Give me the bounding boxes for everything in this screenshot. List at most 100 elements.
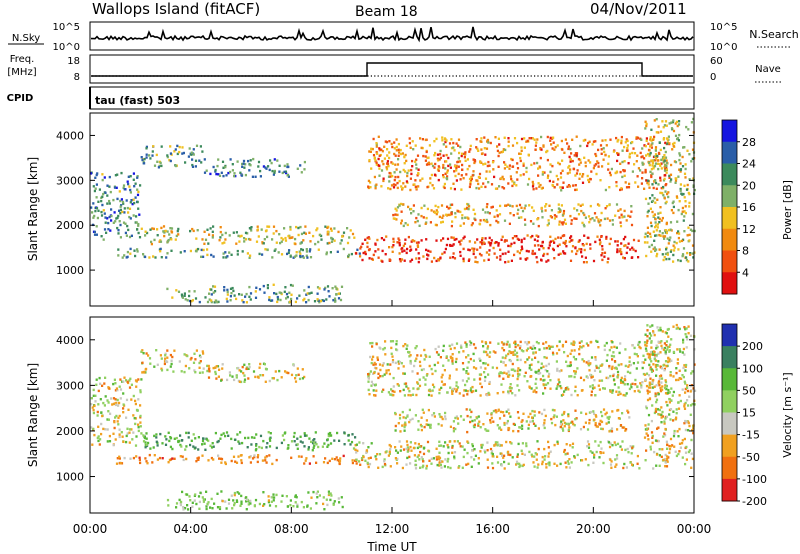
velocity-cell: [541, 460, 544, 463]
velocity-cell: [128, 379, 131, 382]
velocity-cell: [649, 357, 652, 361]
velocity-cell: [374, 394, 377, 397]
power-cell: [449, 206, 452, 209]
velocity-cell: [470, 341, 473, 345]
power-cell: [660, 167, 663, 170]
velocity-cell: [402, 416, 405, 419]
power-cell: [153, 164, 157, 167]
velocity-cell: [112, 402, 115, 406]
velocity-cell: [408, 408, 411, 412]
power-cell: [375, 183, 378, 186]
power-cell: [522, 162, 525, 165]
velocity-cell: [622, 393, 625, 397]
power-cell: [503, 240, 506, 243]
velocity-cell: [660, 340, 663, 343]
power-cell: [684, 167, 687, 171]
velocity-cell: [654, 407, 658, 411]
velocity-cell: [621, 426, 624, 429]
velocity-cell: [658, 464, 661, 467]
velocity-cell: [533, 465, 536, 468]
velocity-cell: [494, 441, 497, 444]
velocity-cell: [667, 456, 670, 459]
velocity-cell: [442, 383, 445, 386]
velocity-cell: [216, 440, 219, 444]
power-cell: [133, 201, 136, 205]
velocity-cell: [469, 357, 472, 361]
velocity-cell: [254, 375, 257, 379]
velocity-cell: [249, 499, 252, 503]
velocity-cell: [219, 457, 223, 460]
velocity-cell: [197, 458, 200, 461]
velocity-cell: [650, 431, 654, 434]
power-cell: [424, 138, 427, 142]
velocity-cell: [177, 440, 180, 443]
velocity-cell: [502, 343, 505, 346]
power-cell: [458, 160, 462, 163]
velocity-cell: [397, 360, 400, 363]
power-cell: [480, 185, 483, 188]
power-cell: [601, 245, 604, 248]
power-cell: [653, 197, 656, 200]
velocity-cell: [644, 347, 648, 350]
velocity-cell: [531, 455, 534, 458]
velocity-cell: [423, 425, 426, 429]
freq-tick-top: 18: [67, 56, 80, 67]
power-cell: [280, 240, 283, 243]
velocity-cell: [641, 381, 644, 384]
velocity-cell: [103, 382, 106, 385]
power-cell: [666, 253, 669, 256]
velocity-cell: [324, 457, 327, 460]
power-cell: [621, 175, 624, 179]
power-cell: [485, 251, 488, 254]
power-cell: [494, 187, 498, 190]
power-cell: [288, 249, 291, 252]
velocity-cell: [271, 462, 274, 466]
power-cell: [632, 147, 635, 150]
velocity-cell: [399, 390, 402, 393]
power-cell: [478, 223, 482, 226]
power-cell: [366, 245, 369, 249]
power-cell: [453, 187, 456, 191]
power-cell: [435, 137, 438, 141]
power-cell: [300, 241, 303, 244]
velocity-cell: [186, 354, 189, 358]
power-cell: [665, 222, 668, 226]
power-cell: [378, 167, 381, 170]
velocity-cell: [649, 353, 652, 356]
velocity-cell: [385, 371, 388, 375]
velocity-cell: [657, 340, 660, 343]
power-cell: [214, 170, 217, 173]
power-cell: [469, 181, 472, 184]
power-cell: [144, 234, 147, 237]
power-cell: [645, 122, 648, 126]
velocity-cell: [394, 361, 397, 365]
velocity-cell: [462, 368, 465, 371]
velocity-cell: [178, 360, 181, 363]
power-cell: [577, 203, 580, 206]
velocity-cell: [164, 357, 167, 360]
power-cell: [687, 226, 690, 229]
velocity-cell: [391, 359, 395, 362]
power-cell: [644, 168, 647, 172]
power-cell: [484, 162, 487, 165]
power-cell: [263, 238, 266, 241]
velocity-cell: [340, 496, 343, 499]
power-cell: [425, 248, 428, 252]
velocity-cell: [338, 459, 342, 463]
power-cell: [144, 255, 147, 259]
velocity-cell: [634, 383, 637, 386]
velocity-cell: [470, 456, 473, 459]
velocity-cell: [588, 418, 591, 422]
power-cell: [616, 240, 619, 243]
power-cell: [284, 236, 287, 240]
power-cell: [538, 166, 542, 169]
power-cell: [418, 224, 421, 227]
velocity-cell: [384, 340, 387, 343]
power-cell: [464, 216, 467, 219]
power-cell: [271, 256, 274, 259]
velocity-cell: [556, 442, 559, 445]
velocity-cell: [574, 385, 577, 388]
power-cell: [100, 214, 104, 217]
velocity-cell: [496, 455, 499, 458]
power-cell: [648, 154, 651, 158]
